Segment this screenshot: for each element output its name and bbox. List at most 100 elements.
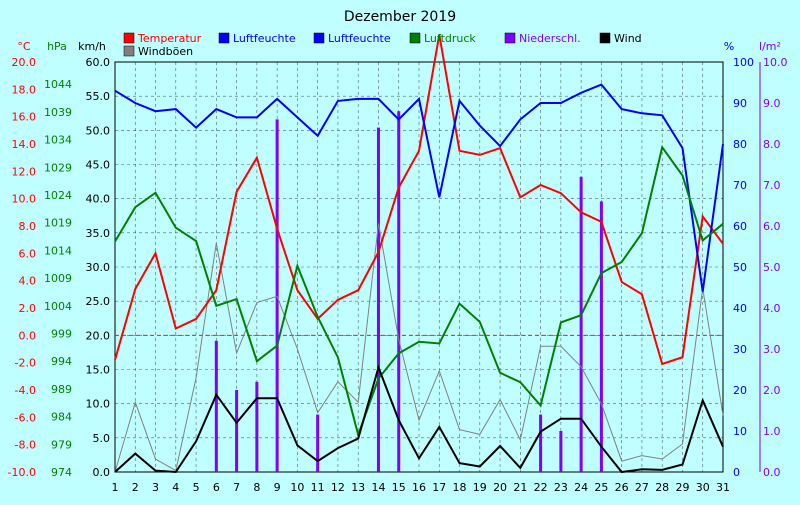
wind-tick-label: 55.0: [86, 90, 111, 103]
precipitation-bar: [397, 111, 401, 472]
precipitation-bars: [214, 111, 603, 473]
x-tick-label: 17: [432, 481, 446, 494]
legend-swatch: [313, 32, 325, 44]
wind-tick-label: 0.0: [93, 466, 111, 479]
x-tick-label: 15: [392, 481, 406, 494]
wind-tick-label: 20.0: [86, 329, 111, 342]
humidity-tick-label: 50: [733, 261, 747, 274]
pressure-tick-label: 1034: [44, 134, 72, 147]
legend-label: Luftfeuchte: [328, 32, 391, 45]
precipitation-bar: [214, 340, 218, 472]
humidity-tick-label: 10: [733, 425, 747, 438]
x-tick-label: 28: [655, 481, 669, 494]
precipitation-bar: [579, 176, 583, 473]
x-tick-label: 3: [152, 481, 159, 494]
pressure-unit: hPa: [47, 40, 67, 53]
wind-tick-label: 45.0: [86, 159, 111, 172]
precipitation-tick-label: 8.0: [763, 138, 781, 151]
legend-swatch: [599, 32, 611, 44]
precipitation-bar: [539, 414, 543, 472]
pressure-tick-label: 1039: [44, 106, 72, 119]
precipitation-tick-label: 6.0: [763, 220, 781, 233]
x-tick-label: 20: [493, 481, 507, 494]
humidity-tick-label: 100: [733, 56, 754, 69]
pressure-tick-label: 1029: [44, 161, 72, 174]
temperature-tick-label: 14.0: [12, 138, 37, 151]
series-line-windboeen: [114, 223, 724, 473]
humidity-tick-label: 30: [733, 343, 747, 356]
wind-tick-label: 25.0: [86, 295, 111, 308]
pressure-tick-label: 1024: [44, 189, 72, 202]
x-tick-label: 25: [594, 481, 608, 494]
legend-label: Windböen: [138, 45, 193, 58]
x-tick-label: 1: [112, 481, 119, 494]
x-tick-label: 30: [696, 481, 710, 494]
temperature-tick-label: 6.0: [19, 247, 37, 260]
x-tick-label: 23: [554, 481, 568, 494]
temperature-tick-label: 18.0: [12, 83, 37, 96]
precipitation-bar: [316, 414, 320, 472]
humidity-tick-label: 80: [733, 138, 747, 151]
temperature-tick-label: 16.0: [12, 111, 37, 124]
chart-title: Dezember 2019: [344, 9, 456, 25]
x-tick-label: 10: [290, 481, 304, 494]
legend-swatch: [504, 32, 516, 44]
precipitation-tick-label: 5.0: [763, 261, 781, 274]
precipitation-tick-label: 0.0: [763, 466, 781, 479]
series-line-wind: [114, 364, 724, 474]
legend-label: Luftfeuchte: [233, 32, 296, 45]
humidity-tick-label: 60: [733, 220, 747, 233]
wind-tick-label: 50.0: [86, 124, 111, 137]
x-tick-label: 8: [253, 481, 260, 494]
humidity-unit: %: [724, 40, 734, 53]
precipitation-tick-label: 7.0: [763, 179, 781, 192]
humidity-tick-label: 70: [733, 179, 747, 192]
precipitation-bar: [275, 119, 279, 473]
precipitation-bar: [599, 201, 603, 472]
x-tick-label: 13: [351, 481, 365, 494]
series-line-temperatur: [114, 34, 724, 366]
pressure-tick-label: 989: [51, 383, 72, 396]
legend-swatch: [123, 45, 135, 57]
precipitation-bar: [255, 381, 259, 472]
pressure-tick-label: 1009: [44, 272, 72, 285]
x-tick-label: 18: [453, 481, 467, 494]
legend-label: Wind: [614, 32, 642, 45]
x-tick-label: 31: [716, 481, 730, 494]
pressure-tick-label: 994: [51, 355, 72, 368]
pressure-tick-label: 1019: [44, 217, 72, 230]
x-tick-label: 24: [574, 481, 588, 494]
temperature-tick-label: 8.0: [19, 220, 37, 233]
legend-label: Temperatur: [137, 32, 202, 45]
legend-swatch: [123, 32, 135, 44]
precipitation-tick-label: 3.0: [763, 343, 781, 356]
series-lines: [114, 34, 724, 474]
wind-tick-label: 60.0: [86, 56, 111, 69]
legend-label: Luftdruck: [424, 32, 476, 45]
x-tick-label: 11: [311, 481, 325, 494]
temperature-tick-label: -4.0: [15, 384, 36, 397]
wind-tick-label: 35.0: [86, 227, 111, 240]
temperature-tick-label: 2.0: [19, 302, 37, 315]
x-tick-label: 9: [274, 481, 281, 494]
pressure-tick-label: 974: [51, 466, 72, 479]
x-tick-label: 19: [473, 481, 487, 494]
x-tick-label: 21: [513, 481, 527, 494]
wind-tick-label: 40.0: [86, 193, 111, 206]
humidity-tick-label: 40: [733, 302, 747, 315]
x-tick-label: 7: [233, 481, 240, 494]
axes: -10.0-8.0-6.0-4.0-2.00.02.04.06.08.010.0…: [8, 40, 788, 494]
precipitation-bar: [376, 127, 380, 472]
precipitation-unit: l/m²: [759, 40, 781, 53]
pressure-tick-label: 1014: [44, 244, 72, 257]
wind-tick-label: 5.0: [93, 432, 111, 445]
legend-swatch: [409, 32, 421, 44]
temperature-tick-label: -8.0: [15, 439, 36, 452]
humidity-tick-label: 90: [733, 97, 747, 110]
precipitation-tick-label: 4.0: [763, 302, 781, 315]
temperature-unit: °C: [17, 40, 31, 53]
precipitation-tick-label: 10.0: [763, 56, 788, 69]
legend-label: Niederschl.: [519, 32, 581, 45]
humidity-tick-label: 0: [733, 466, 740, 479]
